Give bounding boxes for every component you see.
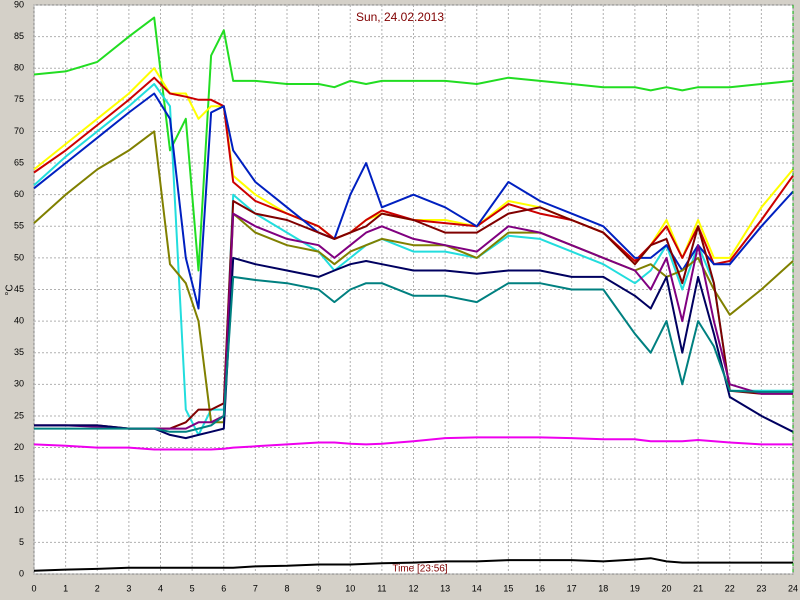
y-tick-label: 70 [14,126,24,136]
x-tick-label: 21 [693,583,703,593]
series-line [33,436,793,451]
y-tick-label: 90 [14,0,24,9]
x-tick-label: 13 [440,583,450,593]
y-tick-label: 40 [14,315,24,325]
y-tick-label: 0 [19,568,24,578]
chart-title: Sun, 24.02.2013 [356,10,444,24]
y-tick-label: 25 [14,410,24,420]
y-tick-label: 20 [14,442,24,452]
y-tick-label: 55 [14,221,24,231]
y-tick-label: 45 [14,284,24,294]
x-tick-label: 5 [190,583,195,593]
x-tick-label: 18 [598,583,608,593]
x-tick-label: 19 [630,583,640,593]
x-tick-label: 10 [345,583,355,593]
x-tick-label: 22 [725,583,735,593]
x-tick-label: 6 [221,583,226,593]
series-line [33,76,794,266]
y-tick-label: 5 [19,537,24,547]
x-tick-label: 20 [661,583,671,593]
series-line [34,256,794,440]
x-tick-label: 16 [535,583,545,593]
y-tick-label: 35 [14,347,24,357]
x-tick-label: 24 [788,583,798,593]
y-tick-label: 30 [14,379,24,389]
series-line [34,212,793,430]
x-tick-label: 2 [95,583,100,593]
x-axis-label: Time [23:56] [392,564,447,575]
x-tick-label: 8 [284,583,289,593]
x-tick-label: 7 [253,583,258,593]
series-line [33,67,794,266]
x-tick-label: 14 [472,583,482,593]
y-tick-label: 10 [14,505,24,515]
series-line [33,16,794,272]
series-line [34,200,793,430]
x-tick-label: 1 [63,583,68,593]
lines [33,16,794,572]
x-tick-label: 0 [31,583,36,593]
series-line [33,92,794,310]
series-line [33,130,794,424]
y-tick-label: 65 [14,157,24,167]
y-tick-label: 80 [14,63,24,73]
x-tick-label: 17 [567,583,577,593]
y-tick-label: 85 [14,31,24,41]
y-tick-label: 15 [14,474,24,484]
x-tick-label: 3 [126,583,131,593]
y-tick-label: 50 [14,252,24,262]
x-tick-label: 15 [503,583,513,593]
series-line [34,275,793,433]
x-tick-label: 23 [756,583,766,593]
x-tick-label: 9 [316,583,321,593]
x-tick-label: 11 [377,583,386,593]
y-tick-label: 75 [14,94,24,104]
y-tick-label: 60 [14,189,24,199]
x-tick-label: 4 [158,583,163,593]
y-axis-label: °C [5,284,16,295]
series-line [33,557,793,572]
x-tick-label: 12 [408,583,418,593]
